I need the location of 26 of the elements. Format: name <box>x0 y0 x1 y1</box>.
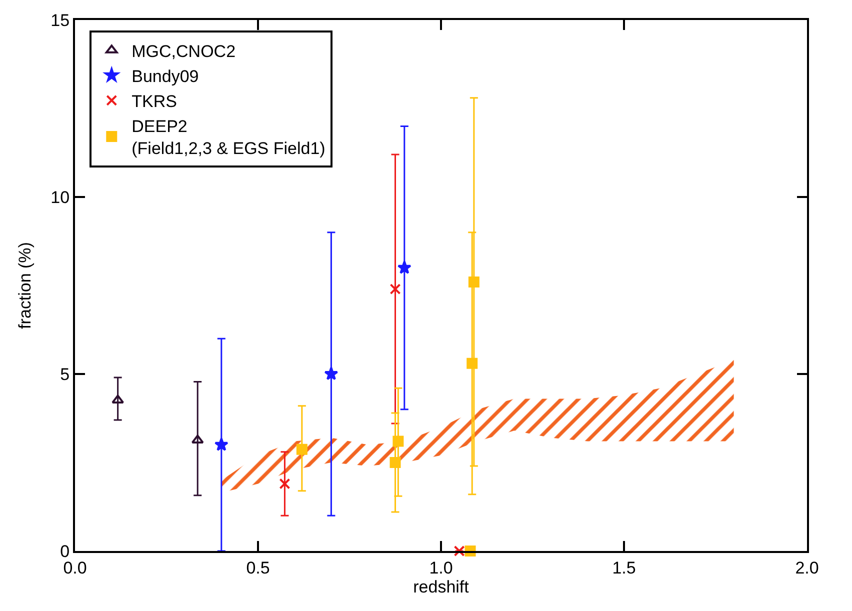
x-tick-label: 0.5 <box>246 558 270 578</box>
x-tick-label: 1.5 <box>612 558 636 578</box>
point <box>468 276 480 288</box>
y-tick-label: 5 <box>60 364 70 384</box>
point <box>390 284 401 295</box>
x-tick-label: 0.0 <box>63 558 87 578</box>
y-tick-label: 15 <box>50 10 70 30</box>
point <box>324 366 338 380</box>
x-tick-label: 2.0 <box>795 558 819 578</box>
point <box>454 546 465 556</box>
y-tick-label: 0 <box>60 542 70 561</box>
point <box>397 260 412 274</box>
y-tick-label: 10 <box>50 188 70 207</box>
x-axis-title: redshift <box>413 577 470 596</box>
legend-label: MGC,CNOC2 <box>132 42 236 61</box>
point <box>279 478 290 490</box>
point <box>296 444 308 455</box>
x-tick-label: 1.0 <box>429 558 453 578</box>
point <box>390 457 401 468</box>
point <box>392 436 404 447</box>
y-axis-title: fraction (%) <box>16 242 35 329</box>
point <box>466 358 478 369</box>
legend-label: TKRS <box>132 92 177 111</box>
legend-label: Bundy09 <box>132 66 199 86</box>
point <box>214 438 228 451</box>
legend-label: DEEP2 (Field1,2,3 & EGS Field1) <box>132 117 326 158</box>
